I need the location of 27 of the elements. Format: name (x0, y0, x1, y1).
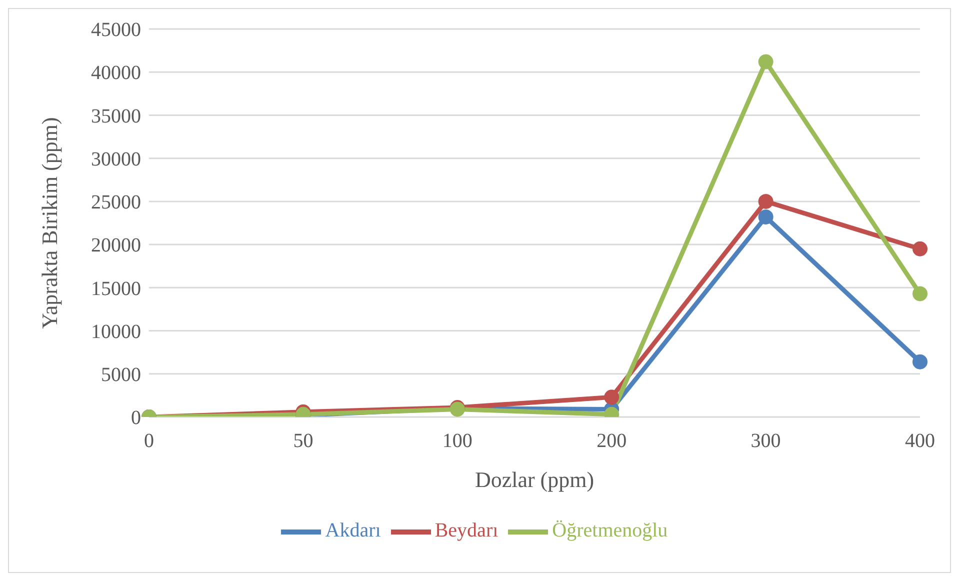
y-tick-label: 45000 (91, 19, 141, 42)
x-axis-title: Dozlar (ppm) (474, 467, 594, 492)
x-tick-label: 300 (750, 430, 781, 452)
point (604, 390, 620, 405)
y-tick-label: 35000 (91, 105, 141, 128)
point (912, 354, 928, 370)
point (758, 194, 774, 209)
y-tick-label: 5000 (101, 364, 141, 386)
point (912, 286, 928, 302)
x-tick-label: 400 (905, 430, 935, 452)
point (912, 241, 928, 256)
y-tick-label: 40000 (91, 62, 141, 84)
y-tick-label: 25000 (91, 192, 141, 214)
x-tick-label: 200 (596, 430, 627, 452)
y-axis-title: Yaprakta Birikim (ppm) (36, 117, 62, 329)
legend-label: Öğretmenoğlu (552, 520, 668, 542)
y-tick-label: 20000 (91, 234, 141, 257)
x-tick-label: 50 (293, 430, 314, 452)
y-tick-label: 0 (131, 407, 141, 430)
y-tick-label: 15000 (91, 278, 141, 300)
point (758, 209, 774, 224)
legend-label: Beydarı (434, 520, 498, 542)
y-tick-label: 30000 (91, 148, 141, 170)
x-tick-label: 100 (442, 430, 472, 452)
legend-label: Akdarı (325, 520, 381, 542)
y-tick-label: 10000 (91, 320, 141, 343)
point (758, 54, 774, 70)
